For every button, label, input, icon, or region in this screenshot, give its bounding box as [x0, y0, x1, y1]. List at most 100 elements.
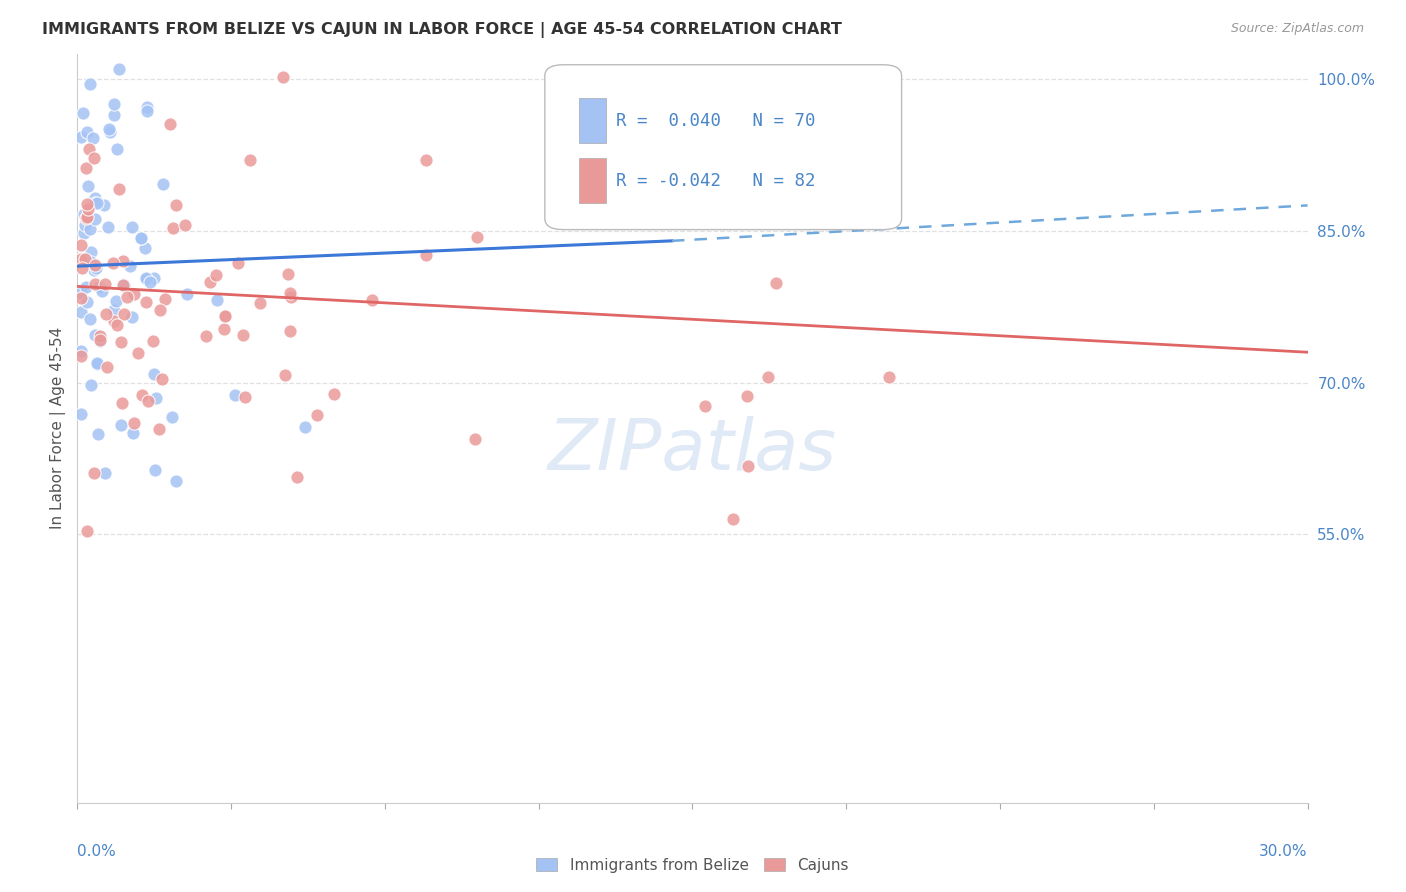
Point [877, 370, 900, 384]
Bar [579, 98, 606, 144]
Point [129, 231, 152, 245]
Point [110, 334, 132, 349]
Point [97, 220, 120, 235]
Point [214, 309, 236, 323]
Point [322, 387, 344, 401]
Point [77, 179, 100, 194]
Point [105, 293, 128, 308]
Point [110, 418, 132, 433]
Point [89, 331, 111, 345]
Point [586, 111, 609, 125]
Point [194, 329, 217, 343]
Point [121, 425, 143, 440]
Point [83, 262, 105, 277]
Point [70, 285, 93, 300]
Point [72, 260, 94, 275]
Point [93, 198, 115, 212]
Point [307, 409, 329, 423]
Point [111, 253, 134, 268]
Point [83, 467, 105, 481]
Text: Source: ZipAtlas.com: Source: ZipAtlas.com [1230, 22, 1364, 36]
Point [94, 307, 117, 321]
Point [165, 475, 187, 489]
Point [111, 395, 134, 409]
Point [80, 244, 103, 259]
Point [112, 307, 135, 321]
Point [79, 378, 101, 392]
Point [83, 151, 105, 165]
Bar [579, 159, 606, 203]
Point [89, 334, 111, 348]
Point [80, 255, 103, 269]
Point [103, 108, 125, 122]
Point [84, 258, 107, 272]
Point [87, 426, 110, 441]
Point [98, 122, 121, 136]
Point [70, 344, 93, 359]
Point [75, 161, 97, 176]
Point [83, 191, 105, 205]
Point [737, 458, 759, 473]
Point [277, 268, 299, 282]
Point [174, 218, 197, 232]
Point [415, 153, 437, 167]
Point [121, 220, 143, 235]
Point [280, 289, 302, 303]
Point [90, 284, 112, 298]
Point [70, 252, 93, 266]
Point [73, 207, 96, 221]
Point [159, 117, 181, 131]
Point [70, 305, 93, 319]
Point [121, 310, 143, 324]
Point [214, 310, 236, 324]
Point [75, 211, 97, 225]
Point [737, 389, 759, 403]
Point [70, 407, 93, 421]
Point [103, 97, 125, 112]
Y-axis label: In Labor Force | Age 45-54: In Labor Force | Age 45-54 [51, 327, 66, 529]
Point [142, 367, 165, 381]
Point [239, 153, 262, 167]
Point [94, 466, 117, 480]
Point [76, 196, 98, 211]
Legend: Immigrants from Belize, Cajuns: Immigrants from Belize, Cajuns [530, 852, 855, 879]
Point [278, 285, 301, 300]
Point [148, 422, 170, 436]
Point [77, 143, 100, 157]
Point [274, 368, 297, 382]
Point [135, 294, 157, 309]
Point [70, 238, 93, 252]
Point [112, 277, 135, 292]
Point [86, 195, 108, 210]
Point [695, 399, 717, 413]
Point [285, 470, 308, 484]
Point [76, 524, 98, 538]
Point [84, 260, 107, 275]
Text: ZIPatlas: ZIPatlas [548, 417, 837, 485]
Point [135, 271, 157, 285]
Text: IMMIGRANTS FROM BELIZE VS CAJUN IN LABOR FORCE | AGE 45-54 CORRELATION CHART: IMMIGRANTS FROM BELIZE VS CAJUN IN LABOR… [42, 22, 842, 38]
Point [135, 272, 157, 286]
Point [165, 198, 187, 212]
Point [82, 131, 104, 145]
Point [224, 388, 246, 402]
Point [464, 432, 486, 446]
Point [145, 392, 167, 406]
Point [84, 196, 107, 211]
Point [176, 287, 198, 301]
Point [118, 259, 141, 273]
Point [70, 130, 93, 145]
Point [122, 286, 145, 301]
Text: R =  0.040   N = 70: R = 0.040 N = 70 [616, 112, 815, 130]
Point [84, 212, 107, 227]
Point [94, 277, 117, 292]
Point [212, 321, 235, 335]
Point [765, 276, 787, 290]
Point [278, 324, 301, 338]
Point [79, 77, 101, 91]
Point [249, 296, 271, 310]
Point [108, 182, 131, 196]
Point [131, 388, 153, 402]
Point [162, 220, 184, 235]
Point [105, 143, 128, 157]
